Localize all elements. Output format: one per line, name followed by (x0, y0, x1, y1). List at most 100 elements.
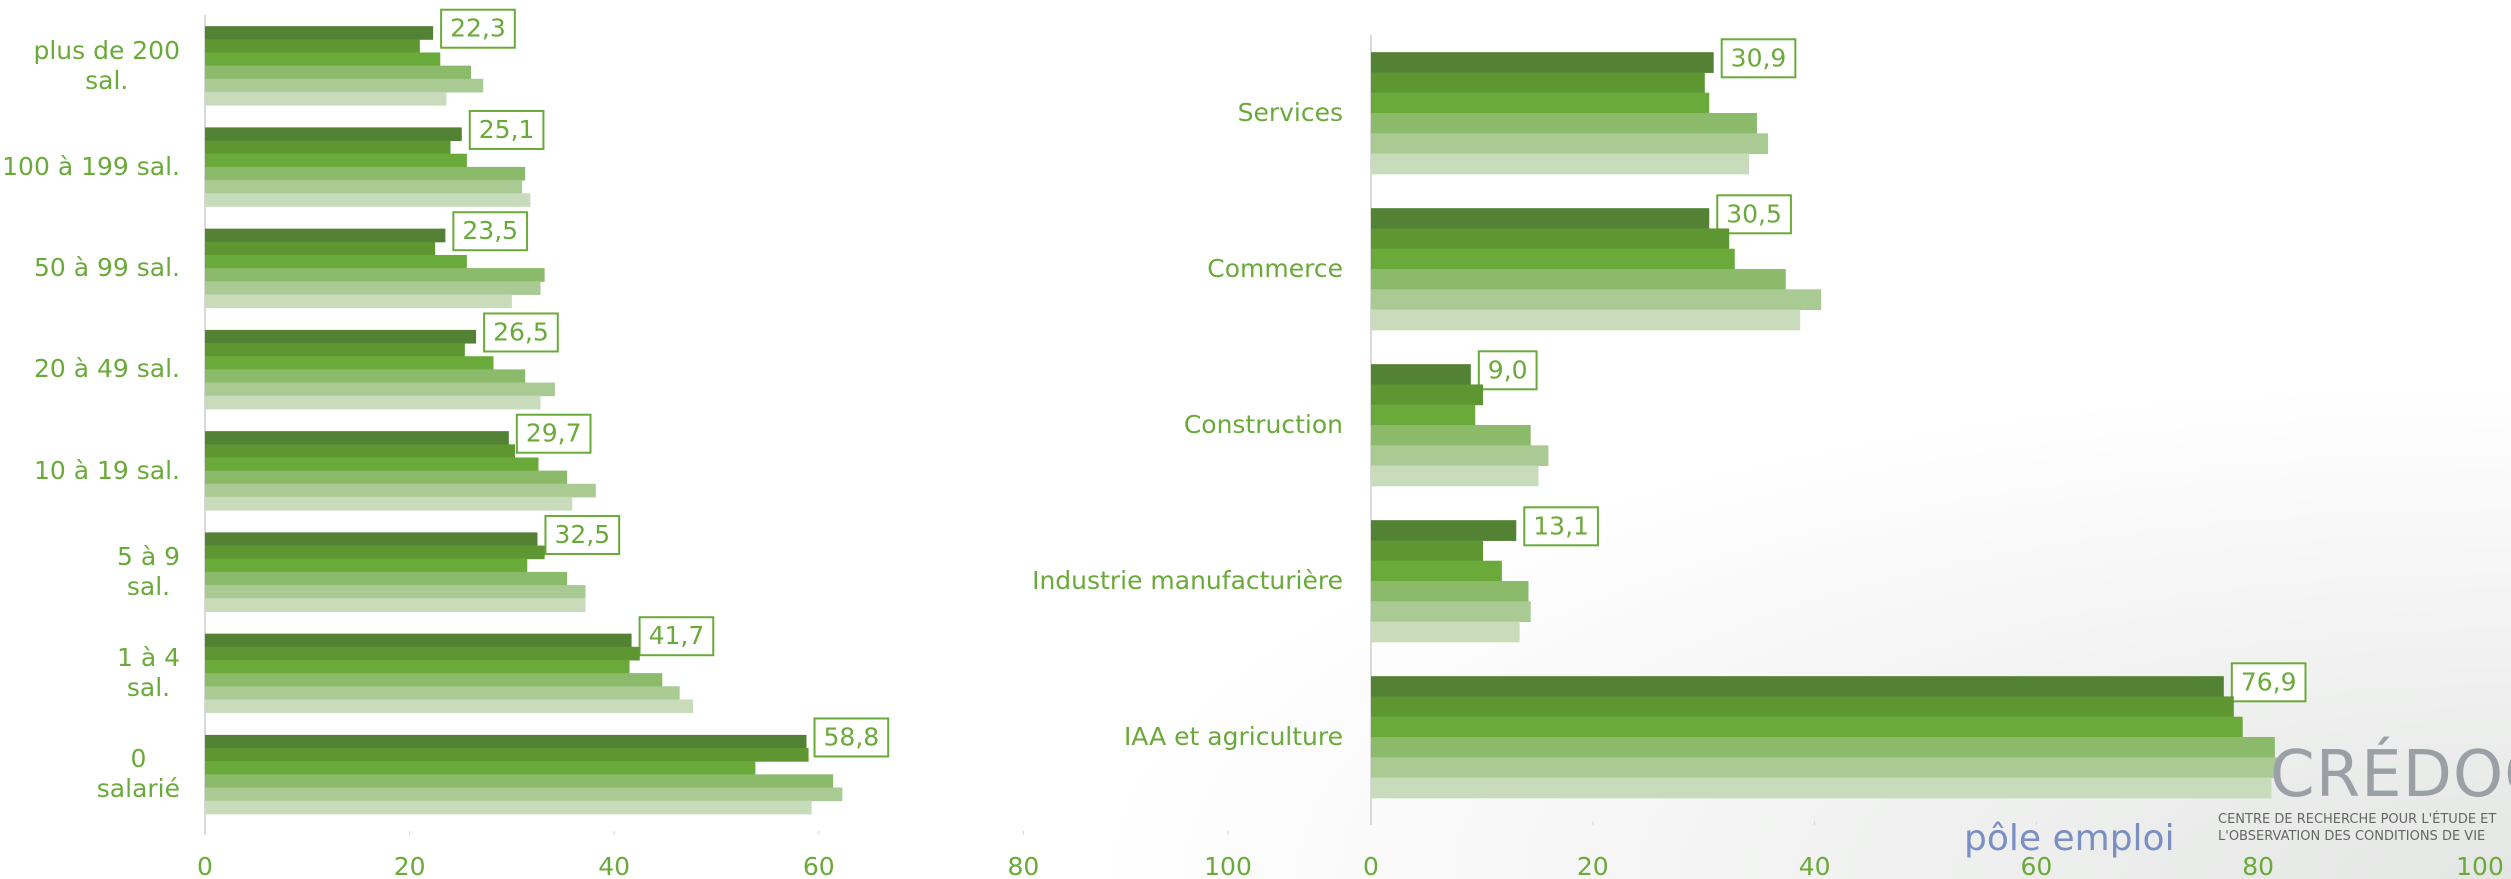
bar (1371, 384, 1484, 406)
value-label: 32,5 (554, 520, 610, 549)
value-label-box (440, 8, 516, 49)
bar (205, 356, 494, 370)
bar (1371, 269, 1786, 290)
bar (1371, 52, 1714, 73)
value-label-box (1716, 194, 1792, 235)
bar (205, 686, 680, 700)
bar (1371, 601, 1531, 623)
bar (205, 571, 568, 586)
category-label: plus de 200 sal. (33, 35, 180, 95)
bar (205, 382, 555, 397)
bar (205, 761, 756, 775)
value-label: 76,9 (2241, 667, 2297, 696)
x-tick-label: 0 (1363, 852, 1379, 879)
x-tick-label: 100 (2456, 852, 2504, 879)
value-label: 9,0 (1488, 355, 1528, 384)
x-tick-label: 40 (1799, 852, 1831, 879)
bar (1371, 777, 2272, 799)
category-label: 1 à 4 sal. (116, 643, 180, 703)
credoc-tagline: CENTRE DE RECHERCHE POUR L'ÉTUDE ET L'OB… (2218, 812, 2497, 844)
value-label-box (638, 616, 715, 657)
bar (205, 774, 834, 789)
bar (1371, 425, 1531, 446)
bar (1371, 757, 2281, 779)
bar (1371, 737, 2275, 758)
bar (205, 228, 446, 243)
bar (1371, 228, 1730, 250)
category-label: 5 à 9 sal. (116, 541, 180, 601)
value-label: 30,5 (1726, 199, 1782, 228)
bar (205, 140, 451, 155)
value-label-box (483, 312, 559, 353)
x-tick-label: 20 (394, 852, 426, 879)
value-label: 13,1 (1533, 511, 1589, 540)
value-label-box (1720, 38, 1797, 79)
bar (205, 483, 596, 498)
bar (205, 52, 441, 67)
bar (205, 673, 663, 687)
category-label: Industrie manufacturière (1032, 566, 1343, 595)
bar (205, 585, 586, 599)
bar (205, 180, 523, 194)
bar (205, 734, 807, 749)
bar (205, 78, 484, 93)
x-tick-label: 0 (197, 852, 213, 879)
category-label: Commerce (1207, 254, 1343, 283)
bar (205, 65, 471, 80)
bar (205, 646, 640, 661)
category-label: Services (1237, 98, 1343, 127)
category-label: 10 à 19 sal. (33, 455, 180, 485)
value-label-box (813, 717, 890, 758)
bar (1371, 676, 2224, 697)
bar (205, 281, 541, 295)
bar (1371, 364, 1471, 385)
value-label-box (2230, 662, 2307, 703)
bar (1371, 248, 1735, 270)
value-label-box (468, 109, 545, 150)
bar (1371, 113, 1757, 134)
bar (1371, 716, 2243, 738)
value-label: 23,5 (462, 216, 518, 245)
value-label: 25,1 (479, 115, 535, 144)
value-label-box (452, 211, 529, 252)
bar (1371, 621, 1520, 643)
bar (205, 26, 434, 40)
bar (1371, 289, 1822, 311)
bar (1371, 208, 1710, 229)
category-label: 0 salarié (96, 744, 180, 804)
bar (205, 470, 568, 485)
bar (1371, 92, 1710, 114)
bar (205, 91, 447, 106)
bar (205, 431, 509, 445)
x-tick-label: 60 (803, 852, 835, 879)
bar (205, 254, 467, 269)
bar (205, 545, 545, 560)
bar (205, 699, 693, 714)
bar (1371, 309, 1801, 331)
bar (205, 748, 809, 762)
bar (205, 268, 545, 282)
value-label: 26,5 (493, 317, 549, 346)
bar (205, 294, 512, 309)
bar (205, 496, 573, 511)
x-tick-label: 80 (2242, 852, 2274, 879)
bar (205, 633, 632, 648)
value-label-box (515, 413, 592, 454)
bar (205, 787, 843, 802)
value-label: 30,9 (1731, 43, 1787, 72)
bar (205, 598, 586, 612)
bar (1371, 133, 1769, 155)
category-label: IAA et agriculture (1123, 722, 1343, 751)
bar (1371, 696, 2234, 718)
x-tick-label: 80 (1007, 852, 1039, 879)
bar (205, 395, 541, 410)
value-label: 58,8 (824, 722, 880, 751)
bar (205, 241, 436, 256)
value-label-box (1523, 506, 1599, 547)
bar (205, 532, 538, 547)
value-label-box (544, 514, 621, 555)
bar (205, 329, 477, 344)
